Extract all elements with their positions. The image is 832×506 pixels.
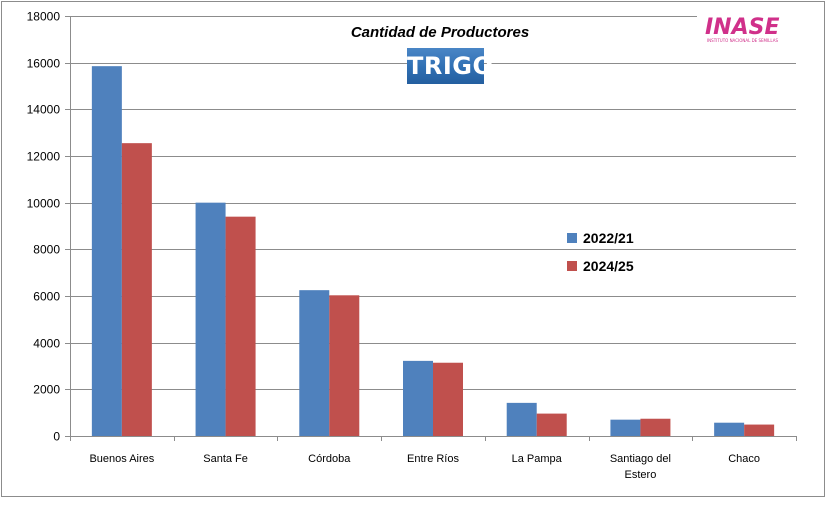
- bar-2024-25-chaco: [744, 424, 775, 436]
- x-tick-label: Santiago del Estero: [610, 453, 671, 481]
- bar-2022-21-santiago-del-estero: [610, 419, 641, 436]
- legend-item-2024-25: 2024/25: [567, 252, 634, 280]
- logo-wordmark: INASE: [705, 15, 780, 40]
- y-tick-label: 8000: [33, 243, 60, 257]
- x-axis-labels: Buenos Aires Santa Fe Córdoba Entre Ríos La …: [89, 453, 760, 481]
- legend: 2022/21 2024/25: [567, 224, 634, 280]
- legend-swatch-2024-25: [567, 261, 577, 271]
- y-tick-label: 2000: [33, 383, 60, 397]
- bar-2024-25-entre-r-os: [433, 362, 463, 436]
- grid-lines: [70, 16, 796, 390]
- bar-2024-25-santiago-del-estero: [640, 418, 671, 436]
- legend-swatch-2022-21: [567, 233, 577, 243]
- x-tick-label: Córdoba: [308, 453, 351, 465]
- x-tick-label: Santa Fe: [203, 453, 248, 465]
- x-tick-label: Entre Ríos: [407, 453, 459, 465]
- y-tick-label: 12000: [27, 150, 61, 164]
- bar-2022-21-la-pampa: [506, 402, 537, 436]
- y-tick-label: 6000: [33, 290, 60, 304]
- y-axis-ticks: 0 2000 4000 6000 8000 10000 12000 14000 16000 180…: [27, 10, 70, 444]
- bar-2024-25-buenos-aires: [121, 143, 152, 436]
- y-tick-label: 10000: [27, 197, 61, 211]
- bar-2022-21-entre-r-os: [403, 360, 433, 436]
- y-tick-label: 18000: [27, 10, 61, 24]
- y-tick-label: 14000: [27, 103, 61, 117]
- logo-subtext: INSTITUTO NACIONAL DE SEMILLAS: [707, 38, 778, 43]
- bars: [91, 66, 775, 437]
- x-tick-label: La Pampa: [512, 453, 563, 465]
- bar-2022-21-buenos-aires: [91, 66, 122, 437]
- y-tick-label: 0: [53, 430, 60, 444]
- bar-2022-21-chaco: [714, 422, 745, 436]
- bar-2022-21-c-rdoba: [299, 290, 330, 436]
- x-tick-label: Chaco: [728, 453, 760, 465]
- bar-2024-25-c-rdoba: [329, 295, 360, 436]
- bar-2022-21-santa-fe: [195, 202, 226, 436]
- crop-badge: TRIGO: [407, 48, 493, 84]
- x-tick-label: Buenos Aires: [89, 453, 154, 465]
- y-tick-label: 4000: [33, 337, 60, 351]
- legend-item-2022-21: 2022/21: [567, 224, 634, 252]
- bar-2024-25-la-pampa: [536, 413, 567, 436]
- legend-label-2024-25: 2024/25: [583, 258, 634, 274]
- y-tick-label: 16000: [27, 57, 61, 71]
- bar-2024-25-santa-fe: [225, 216, 256, 436]
- inase-logo: INASE INSTITUTO NACIONAL DE SEMILLAS: [697, 4, 823, 46]
- chart-title: Cantidad de Productores: [350, 24, 530, 41]
- x-axis: [70, 16, 797, 441]
- legend-label-2022-21: 2022/21: [583, 230, 634, 246]
